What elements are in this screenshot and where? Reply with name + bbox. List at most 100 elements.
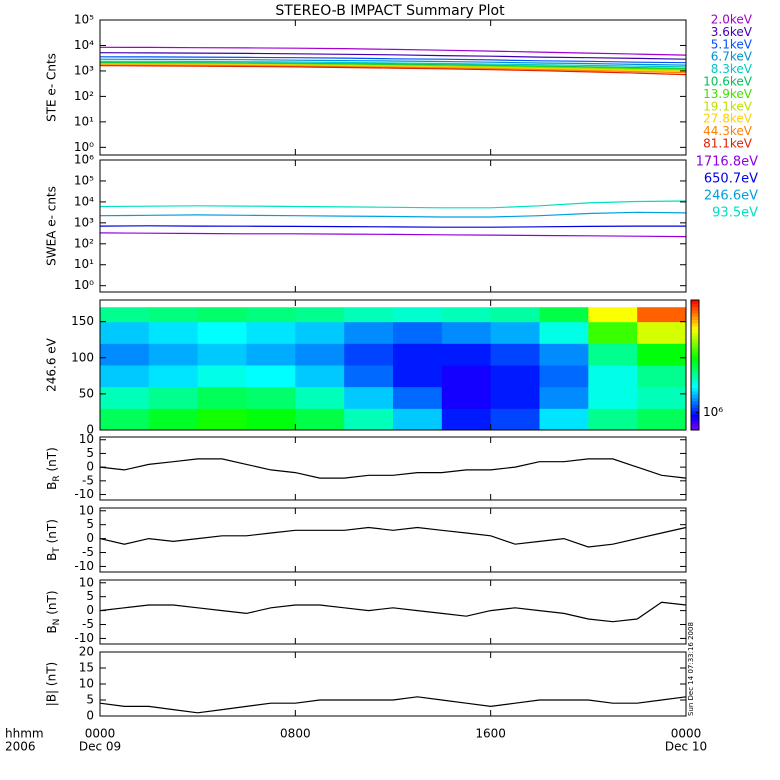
x-tick-label: 0000 (671, 727, 702, 741)
legend-entry: 6.7keV (711, 50, 753, 64)
heat-cell (637, 365, 687, 388)
data-line (99, 58, 687, 66)
colorbar-strip (691, 371, 699, 376)
panel-frame (99, 436, 687, 501)
legend-entry: 2.0keV (711, 13, 753, 27)
colorbar-strip (691, 400, 699, 405)
y-tick-label: 10⁶ (74, 153, 94, 167)
colorbar-strip (691, 407, 699, 411)
heat-cell (393, 321, 443, 344)
timestamp: Sun Dec 14 07:33:16 2008 (687, 622, 695, 716)
heat-cell (246, 321, 296, 344)
legend-entry: 10.6keV (703, 75, 753, 89)
y-tick-label: 10² (74, 236, 94, 250)
heat-cell (539, 343, 589, 366)
panel-frame (99, 299, 687, 431)
heat-cell (295, 321, 345, 344)
colorbar-strip (691, 368, 699, 372)
heat-cell (588, 307, 638, 323)
y-axis-label: BT (nT) (45, 519, 62, 561)
colorbar-strip (691, 374, 699, 379)
y-tick-label: 10⁵ (74, 13, 94, 27)
x-tick-label: 1600 (475, 727, 506, 741)
data-line (99, 601, 687, 623)
y-tick-label: -10 (74, 559, 94, 573)
heat-cell (393, 386, 443, 409)
heat-cell (588, 365, 638, 388)
heat-cell (100, 365, 150, 388)
heat-cell (588, 386, 638, 409)
data-line (99, 52, 687, 60)
y-axis-label: 246.6 eV (45, 337, 59, 392)
colorbar-strip (691, 417, 699, 421)
heat-cell (148, 386, 199, 409)
data-line (99, 65, 687, 76)
data-line (100, 60, 687, 68)
heat-cell (637, 386, 687, 409)
heat-cell (637, 408, 687, 431)
y-axis-label: SWEA e- cnts (45, 186, 59, 266)
heat-cell (197, 307, 247, 323)
heat-cell (539, 321, 589, 344)
colorbar-strip (691, 378, 699, 382)
heat-cell (295, 365, 345, 388)
legend-entry: 1716.8eV (696, 155, 758, 170)
heat-cell (441, 343, 492, 366)
y-tick-label: 10¹ (74, 114, 94, 128)
colorbar-strip (691, 355, 699, 359)
heat-cell (344, 365, 394, 388)
heat-cell (539, 386, 589, 409)
heat-cell (197, 386, 247, 409)
y-label-main: B (45, 482, 59, 490)
y-label-unit: (nT) (45, 447, 59, 475)
colorbar-strip (691, 300, 699, 304)
heat-cell (344, 343, 394, 366)
colorbar-strip (691, 391, 699, 395)
y-axis-label: BN (nT) (45, 590, 62, 633)
colorbar-strip (691, 335, 699, 340)
colorbar-frame (690, 299, 700, 431)
y-tick-label: 10⁰ (74, 278, 94, 292)
heat-cell (490, 307, 540, 323)
data-line (99, 64, 687, 74)
y-tick-label: 10² (74, 89, 94, 103)
heat-cell (490, 386, 540, 409)
heat-cell (344, 321, 394, 344)
data-line (99, 46, 687, 56)
y-axis-label: |B| (nT) (45, 662, 59, 706)
colorbar-strip (691, 348, 699, 353)
y-tick-label: 5 (86, 517, 94, 531)
y-label-sub: N (52, 619, 62, 626)
y-label-sub: T (52, 547, 62, 554)
colorbar-strip (691, 329, 699, 333)
heat-cell (344, 408, 394, 431)
heat-cell (588, 408, 638, 431)
heat-cell (148, 343, 199, 366)
corner-label: hhmm (5, 727, 44, 741)
heat-cell (246, 386, 296, 409)
x-tick-label: 0000 (85, 727, 116, 741)
y-tick-label: -5 (82, 545, 94, 559)
y-tick-label: 10⁵ (74, 173, 94, 187)
data-line (99, 200, 687, 209)
y-tick-label: 10 (79, 432, 94, 446)
data-line (99, 63, 687, 73)
colorbar-strip (691, 352, 699, 356)
y-tick-label: 10⁰ (74, 140, 94, 154)
colorbar-strip (691, 387, 699, 392)
y-label-sub: R (52, 475, 62, 481)
data-line (99, 232, 687, 238)
data-line (99, 61, 687, 70)
legend-entry: 19.1keV (703, 99, 753, 113)
y-label-main: B (45, 625, 59, 633)
panel-frame (99, 507, 687, 573)
colorbar-strip (691, 345, 699, 350)
colorbar-strip (691, 420, 699, 424)
y-tick-label: 0 (86, 460, 94, 474)
colorbar-strip (691, 423, 699, 428)
y-tick-label: 20 (79, 645, 94, 659)
colorbar-strip (691, 319, 699, 324)
y-label-unit: (nT) (45, 590, 59, 618)
colorbar-strip (691, 313, 699, 317)
